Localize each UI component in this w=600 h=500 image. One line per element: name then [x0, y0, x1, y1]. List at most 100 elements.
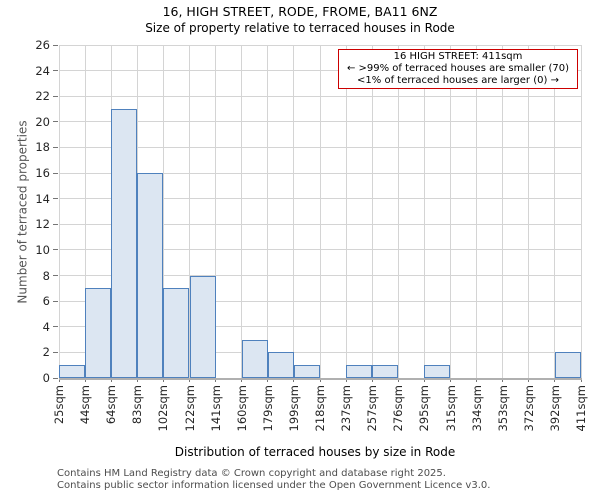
- x-tick-mark: [423, 379, 425, 382]
- x-tick-label: 372sqm: [521, 385, 536, 432]
- annotation-box: 16 HIGH STREET: 411sqm ← >99% of terrace…: [338, 49, 578, 89]
- y-tick-mark: [53, 326, 58, 328]
- y-tick-mark: [53, 249, 58, 251]
- gridline-vertical: [345, 45, 347, 378]
- chart-subtitle: Size of property relative to terraced ho…: [145, 21, 455, 35]
- histogram-bar: [241, 339, 268, 378]
- x-tick-label: 160sqm: [234, 385, 249, 432]
- footer-attribution: Contains HM Land Registry data © Crown c…: [57, 468, 490, 492]
- x-tick-label: 122sqm: [182, 385, 197, 432]
- y-tick-label: 6: [42, 294, 50, 309]
- y-tick-mark: [53, 198, 58, 200]
- x-tick-label: 315sqm: [443, 385, 458, 432]
- y-tick-mark: [53, 377, 58, 379]
- y-tick-mark: [53, 351, 58, 353]
- histogram-bar: [293, 365, 320, 378]
- gridline-vertical: [189, 45, 190, 378]
- x-tick-label: 44sqm: [78, 385, 93, 425]
- y-tick-mark: [53, 275, 58, 277]
- x-tick-label: 411sqm: [574, 385, 588, 432]
- x-tick-mark: [241, 379, 243, 382]
- x-tick-label: 392sqm: [547, 385, 562, 432]
- gridline-vertical: [476, 45, 478, 378]
- histogram-bar: [267, 352, 294, 378]
- gridline-vertical: [528, 45, 530, 378]
- gridline-vertical: [267, 45, 269, 378]
- gridline-vertical: [215, 45, 217, 378]
- footer-line-2: Contains public sector information licen…: [57, 480, 491, 491]
- y-tick-mark: [53, 95, 58, 97]
- gridline-vertical: [397, 45, 399, 378]
- x-axis-title: Distribution of terraced houses by size …: [174, 445, 456, 459]
- x-tick-label: 179sqm: [260, 385, 275, 432]
- y-tick-mark: [53, 70, 58, 72]
- y-tick-mark: [53, 44, 58, 46]
- histogram-bar: [111, 109, 138, 378]
- footer-line-1: Contains HM Land Registry data © Crown c…: [57, 468, 446, 479]
- x-tick-mark: [293, 379, 295, 382]
- x-tick-label: 237sqm: [339, 385, 354, 432]
- x-tick-mark: [84, 379, 86, 382]
- y-tick-label: 26: [35, 38, 50, 52]
- y-tick-label: 2: [42, 345, 50, 360]
- x-tick-mark: [371, 379, 373, 382]
- x-tick-mark: [110, 379, 112, 382]
- annotation-larger-stat: <1% of terraced houses are larger (0) →: [357, 75, 559, 87]
- x-tick-mark: [189, 379, 190, 382]
- histogram-bar: [554, 352, 581, 378]
- x-tick-label: 257sqm: [365, 385, 380, 432]
- x-tick-label: 199sqm: [286, 385, 301, 432]
- x-tick-mark: [162, 379, 164, 382]
- x-tick-mark: [319, 379, 321, 382]
- x-tick-mark: [450, 379, 451, 382]
- x-tick-mark: [397, 379, 399, 382]
- y-tick-label: 10: [35, 242, 50, 257]
- histogram-bar: [424, 365, 451, 378]
- x-axis-line: [59, 378, 582, 380]
- gridline-vertical: [293, 45, 295, 378]
- y-tick-label: 0: [42, 371, 50, 385]
- chart-title: 16, HIGH STREET, RODE, FROME, BA11 6NZ: [162, 4, 438, 19]
- x-tick-mark: [502, 379, 504, 382]
- x-tick-mark: [345, 379, 347, 382]
- histogram-bar: [163, 288, 190, 378]
- x-tick-mark: [58, 379, 60, 382]
- x-tick-label: 83sqm: [130, 385, 145, 425]
- y-tick-label: 20: [35, 114, 50, 129]
- x-tick-label: 102sqm: [156, 385, 171, 432]
- y-tick-mark: [53, 223, 58, 225]
- annotation-smaller-stat: ← >99% of terraced houses are smaller (7…: [346, 63, 570, 75]
- x-tick-mark: [267, 379, 269, 382]
- gridline-vertical: [371, 45, 373, 378]
- y-tick-label: 8: [42, 268, 50, 283]
- gridline-vertical: [580, 45, 582, 378]
- x-tick-label: 276sqm: [391, 385, 406, 432]
- x-tick-mark: [215, 379, 217, 382]
- gridline-vertical: [162, 45, 164, 378]
- y-tick-mark: [53, 300, 58, 302]
- y-tick-mark: [53, 146, 58, 148]
- histogram-bar: [372, 365, 399, 378]
- y-tick-mark: [53, 172, 58, 174]
- x-tick-mark: [136, 379, 138, 382]
- x-tick-mark: [554, 379, 556, 382]
- gridline-vertical: [450, 45, 451, 378]
- histogram-bar: [189, 275, 216, 378]
- gridline-vertical: [423, 45, 425, 378]
- gridline-vertical: [84, 45, 86, 378]
- y-tick-label: 22: [35, 89, 50, 104]
- x-tick-label: 64sqm: [104, 385, 119, 425]
- x-tick-mark: [528, 379, 530, 382]
- gridline-vertical: [319, 45, 321, 378]
- histogram-bar: [59, 365, 86, 378]
- x-tick-label: 334sqm: [469, 385, 484, 432]
- y-tick-mark: [53, 121, 58, 123]
- y-tick-label: 4: [42, 319, 50, 334]
- y-tick-label: 12: [35, 217, 50, 232]
- x-tick-label: 295sqm: [417, 385, 432, 432]
- gridline-vertical: [502, 45, 504, 378]
- y-tick-label: 16: [35, 166, 50, 181]
- annotation-property-size: 16 HIGH STREET: 411sqm: [393, 51, 523, 62]
- x-tick-mark: [580, 379, 582, 382]
